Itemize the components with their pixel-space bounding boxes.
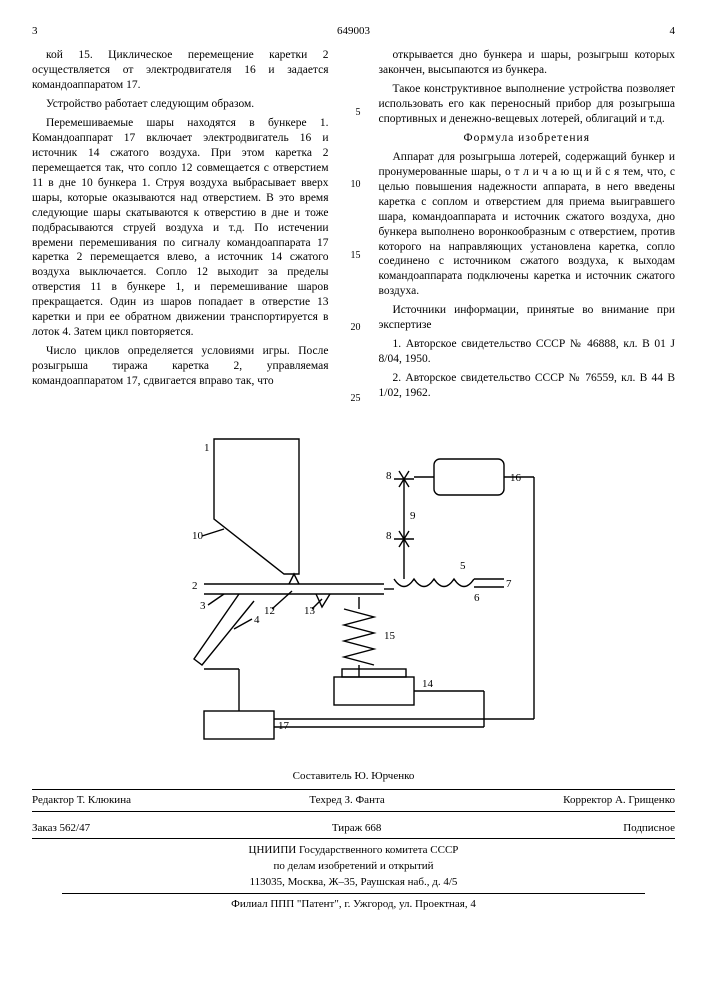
figure-label: 1 [204, 442, 210, 454]
print-info-row: Заказ 562/47 Тираж 668 Подписное [32, 818, 675, 839]
document-number: 649003 [38, 24, 670, 38]
figure-label: 8 [386, 530, 392, 542]
figure-label: 8 [386, 470, 392, 482]
corrector-credit: Корректор А. Грищенко [563, 793, 675, 807]
left-column: кой 15. Циклическое перемещение каретки … [32, 48, 329, 405]
divider [62, 893, 645, 894]
line-number: 15 [347, 249, 361, 262]
text-columns: кой 15. Циклическое перемещение каретки … [32, 48, 675, 405]
right-page-number: 4 [670, 24, 676, 38]
reference: 2. Авторское свидетельство СССР № 76559,… [379, 371, 676, 401]
order-number: Заказ 562/47 [32, 821, 90, 835]
line-number: 10 [347, 178, 361, 191]
footer-address: Филиал ППП "Патент", г. Ужгород, ул. Про… [32, 897, 675, 911]
right-column: открывается дно бункера и шары, розыгрыш… [379, 48, 676, 405]
podpisnoe: Подписное [623, 821, 675, 835]
footer-org: по делам изобретений и открытий [32, 859, 675, 873]
paragraph: Источники информации, принятые во вниман… [379, 303, 676, 333]
technical-diagram: 1 10 2 3 4 12 13 [144, 419, 564, 759]
figure-label: 16 [510, 472, 522, 484]
paragraph: Аппарат для розыгрыша лотерей, содержащи… [379, 150, 676, 299]
figure-label: 2 [192, 580, 198, 592]
diagram-svg: 1 10 2 3 4 12 13 [144, 419, 564, 759]
reference: 1. Авторское свидетельство СССР № 46888,… [379, 337, 676, 367]
footer-org: ЦНИИПИ Государственного комитета СССР [32, 843, 675, 857]
figure-label: 15 [384, 630, 396, 642]
footer-address: 113035, Москва, Ж–35, Раушская наб., д. … [32, 875, 675, 889]
figure-label: 4 [254, 614, 260, 626]
figure-label: 14 [422, 678, 434, 690]
page-header: 3 649003 4 [32, 24, 675, 38]
paragraph: открывается дно бункера и шары, розыгрыш… [379, 48, 676, 78]
figure-label: 17 [278, 720, 290, 732]
figure-label: 10 [192, 530, 204, 542]
tirazh: Тираж 668 [332, 821, 382, 835]
paragraph: Такое конструктивное выполнение устройст… [379, 82, 676, 127]
line-number: 5 [347, 106, 361, 119]
line-number-gutter: 5 10 15 20 25 [347, 48, 361, 405]
figure-label: 12 [264, 605, 275, 617]
credits-row: Редактор Т. Клюкина Техред З. Фанта Корр… [32, 789, 675, 811]
formula-title: Формула изобретения [379, 131, 676, 146]
line-number: 20 [347, 321, 361, 334]
figure-label: 6 [474, 592, 480, 604]
figure-label: 5 [460, 560, 466, 572]
figure-label: 7 [506, 578, 512, 590]
composer-credit: Составитель Ю. Юрченко [32, 769, 675, 783]
figure-label: 3 [200, 600, 206, 612]
paragraph: кой 15. Циклическое перемещение каретки … [32, 48, 329, 93]
line-number: 25 [347, 392, 361, 405]
paragraph: Перемешиваемые шары находятся в бункере … [32, 116, 329, 340]
footer-block: ЦНИИПИ Государственного комитета СССР по… [32, 843, 675, 911]
figure-label: 9 [410, 510, 416, 522]
techred-credit: Техред З. Фанта [309, 793, 384, 807]
editor-credit: Редактор Т. Клюкина [32, 793, 131, 807]
paragraph: Устройство работает следующим образом. [32, 97, 329, 112]
paragraph: Число циклов определяется условиями игры… [32, 344, 329, 389]
